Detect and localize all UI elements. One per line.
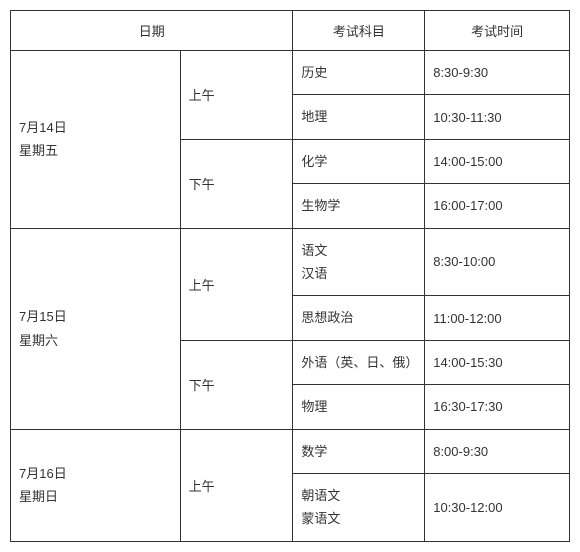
table-row: 7月15日 星期六 上午 语文汉语 8:30-10:00	[11, 228, 570, 296]
date-line1: 7月14日	[19, 120, 67, 135]
time-cell: 14:00-15:30	[425, 340, 570, 384]
time-cell: 8:30-10:00	[425, 228, 570, 296]
exam-schedule-table: 日期 考试科目 考试时间 7月14日 星期五 上午 历史 8:30-9:30 地…	[10, 10, 570, 542]
date-line2: 星期五	[19, 143, 58, 158]
header-time: 考试时间	[425, 11, 570, 51]
time-cell: 14:00-15:00	[425, 139, 570, 183]
time-cell: 8:30-9:30	[425, 51, 570, 95]
date-cell: 7月14日 星期五	[11, 51, 181, 229]
date-line1: 7月15日	[19, 309, 67, 324]
subject-cell: 物理	[293, 385, 425, 429]
table-row: 7月16日 星期日 上午 数学 8:00-9:30	[11, 429, 570, 473]
period-cell: 下午	[180, 139, 293, 228]
header-date: 日期	[11, 11, 293, 51]
header-subject: 考试科目	[293, 11, 425, 51]
period-cell: 下午	[180, 340, 293, 429]
period-cell: 上午	[180, 429, 293, 541]
time-cell: 10:30-11:30	[425, 95, 570, 139]
time-cell: 8:00-9:30	[425, 429, 570, 473]
table-row: 7月14日 星期五 上午 历史 8:30-9:30	[11, 51, 570, 95]
period-cell: 上午	[180, 228, 293, 340]
period-cell: 上午	[180, 51, 293, 140]
date-cell: 7月15日 星期六	[11, 228, 181, 429]
date-line2: 星期六	[19, 333, 58, 348]
time-cell: 16:30-17:30	[425, 385, 570, 429]
subject-cell: 化学	[293, 139, 425, 183]
date-line2: 星期日	[19, 489, 58, 504]
time-cell: 10:30-12:00	[425, 473, 570, 541]
subject-cell: 历史	[293, 51, 425, 95]
subject-cell: 数学	[293, 429, 425, 473]
header-row: 日期 考试科目 考试时间	[11, 11, 570, 51]
subject-cell: 朝语文蒙语文	[293, 473, 425, 541]
subject-cell: 语文汉语	[293, 228, 425, 296]
subject-cell: 外语（英、日、俄）	[293, 340, 425, 384]
subject-cell: 地理	[293, 95, 425, 139]
date-cell: 7月16日 星期日	[11, 429, 181, 541]
subject-cell: 生物学	[293, 184, 425, 228]
date-line1: 7月16日	[19, 466, 67, 481]
time-cell: 16:00-17:00	[425, 184, 570, 228]
time-cell: 11:00-12:00	[425, 296, 570, 340]
subject-cell: 思想政治	[293, 296, 425, 340]
